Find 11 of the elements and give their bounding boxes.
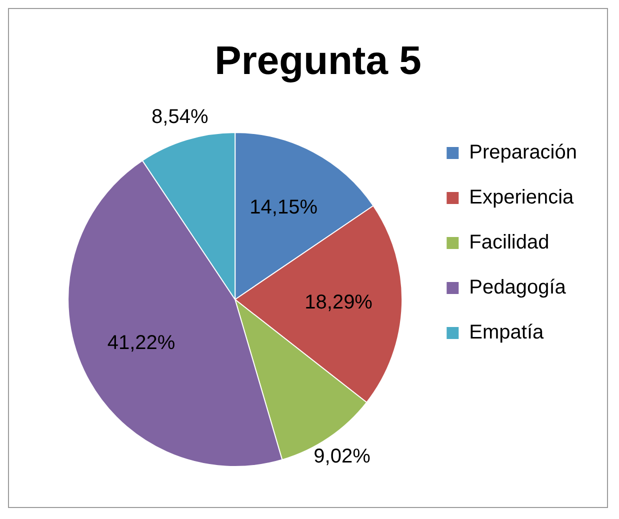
data-label: 41,22% [107,332,176,354]
chart-title: Pregunta 5 [214,39,422,84]
legend-label: Facilidad [469,232,550,254]
legend-label: Experiencia [469,186,575,209]
data-label: 18,29% [304,292,373,314]
data-label: 14,15% [250,196,318,219]
legend-label: Preparación [469,142,577,164]
data-label: 9,02% [314,446,371,468]
data-label: 8,54% [152,106,208,128]
legend-label: Pedagogía [469,276,567,299]
legend-label: Empatía [469,322,545,344]
